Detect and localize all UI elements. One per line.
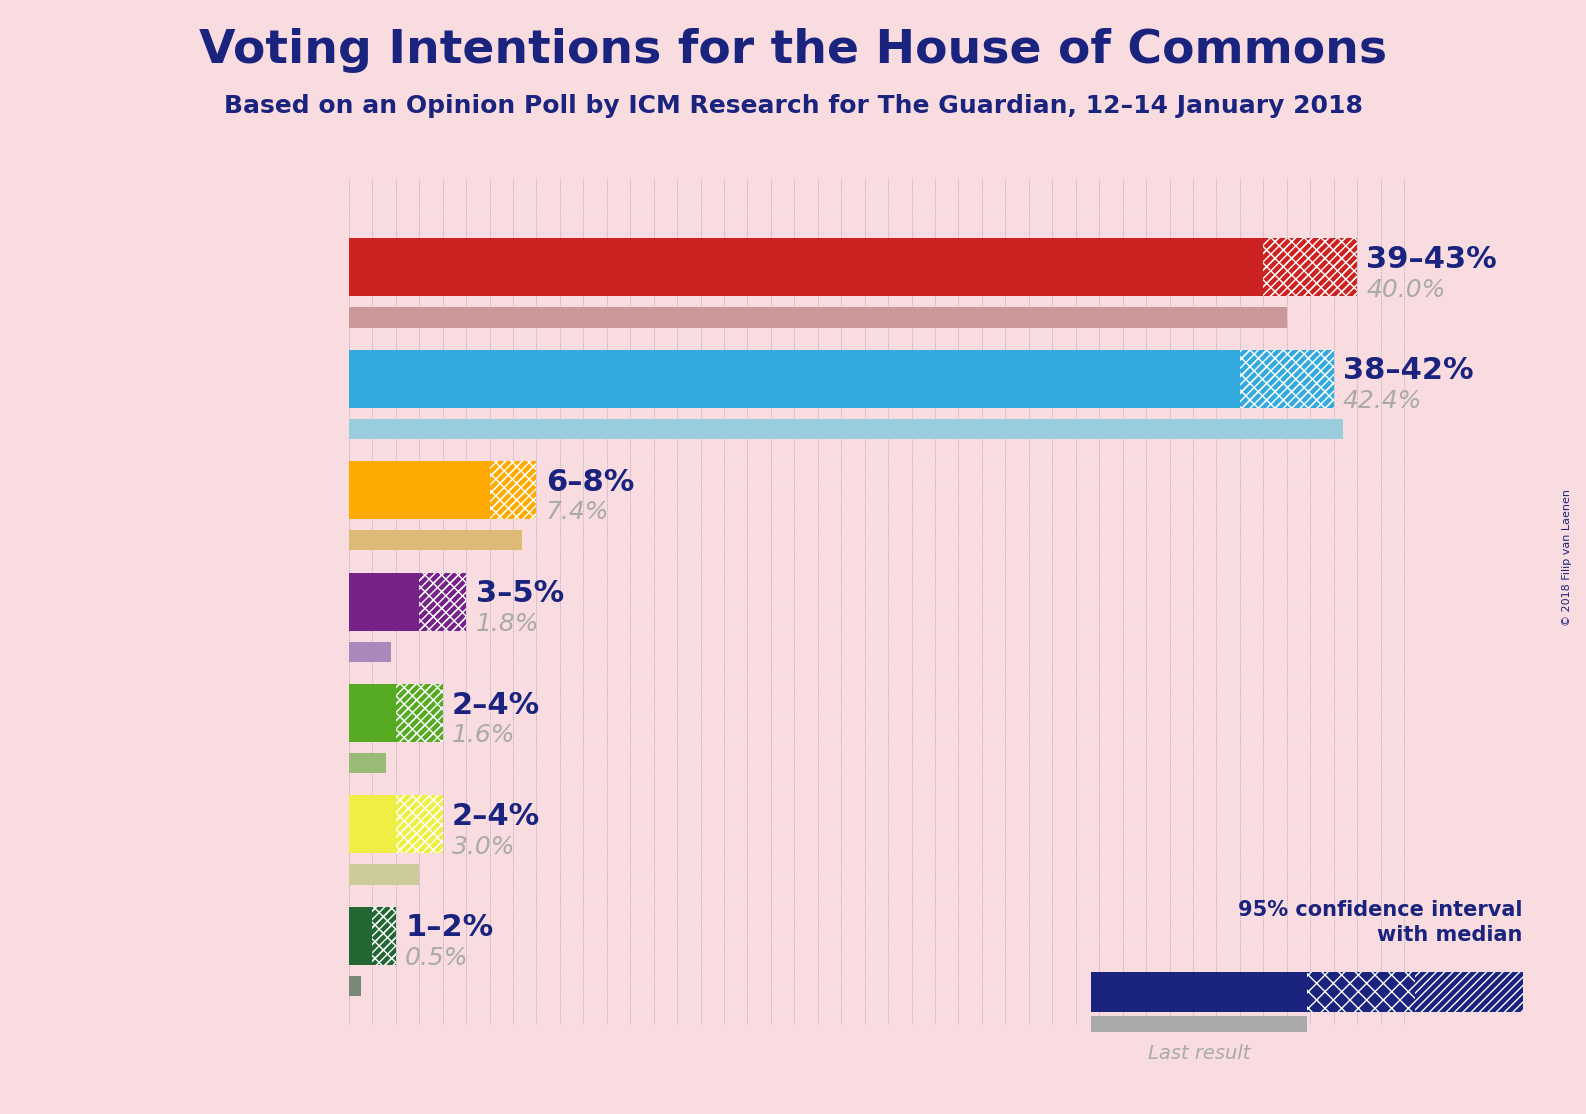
Bar: [490, 461, 536, 519]
Bar: [349, 419, 1343, 439]
Text: 6–8%: 6–8%: [546, 468, 634, 497]
Bar: [373, 907, 396, 965]
Text: 40.0%: 40.0%: [1367, 277, 1446, 302]
Text: 38–42%: 38–42%: [1343, 356, 1473, 385]
Text: 3–5%: 3–5%: [476, 579, 563, 608]
Bar: [1240, 350, 1334, 408]
Bar: [349, 864, 419, 885]
Bar: [490, 461, 536, 519]
Bar: [419, 573, 466, 631]
Text: © 2018 Filip van Laenen: © 2018 Filip van Laenen: [1562, 489, 1572, 625]
Bar: [1264, 238, 1358, 296]
Bar: [396, 684, 442, 742]
Bar: [349, 642, 392, 662]
Bar: [1240, 350, 1334, 408]
Bar: [1091, 973, 1307, 1013]
Text: Last result: Last result: [1148, 1045, 1250, 1064]
Text: 95% confidence interval
with median: 95% confidence interval with median: [1239, 900, 1523, 945]
Bar: [373, 907, 396, 965]
Bar: [396, 684, 442, 742]
Bar: [349, 238, 1264, 296]
Bar: [373, 907, 396, 965]
Text: 1–2%: 1–2%: [404, 913, 493, 942]
Bar: [419, 573, 466, 631]
Bar: [349, 795, 396, 853]
Bar: [349, 907, 373, 965]
Bar: [1307, 973, 1415, 1013]
Bar: [396, 795, 442, 853]
Text: 0.5%: 0.5%: [404, 946, 469, 970]
Bar: [1264, 238, 1358, 296]
Bar: [349, 530, 522, 550]
Bar: [349, 753, 387, 773]
Bar: [419, 573, 466, 631]
Bar: [1091, 1016, 1307, 1033]
Bar: [1415, 973, 1523, 1013]
Text: 2–4%: 2–4%: [452, 802, 541, 831]
Bar: [349, 461, 490, 519]
Text: 39–43%: 39–43%: [1367, 245, 1497, 274]
Bar: [349, 573, 419, 631]
Bar: [396, 795, 442, 853]
Bar: [349, 684, 396, 742]
Text: 1.6%: 1.6%: [452, 723, 515, 747]
Bar: [349, 350, 1240, 408]
Text: 1.8%: 1.8%: [476, 612, 539, 636]
Bar: [490, 461, 536, 519]
Text: 2–4%: 2–4%: [452, 691, 541, 720]
Text: 3.0%: 3.0%: [452, 834, 515, 859]
Bar: [1240, 350, 1334, 408]
Text: 42.4%: 42.4%: [1343, 389, 1423, 413]
Bar: [349, 307, 1286, 328]
Bar: [396, 684, 442, 742]
Text: Based on an Opinion Poll by ICM Research for The Guardian, 12–14 January 2018: Based on an Opinion Poll by ICM Research…: [224, 94, 1362, 118]
Bar: [396, 795, 442, 853]
Text: Voting Intentions for the House of Commons: Voting Intentions for the House of Commo…: [198, 28, 1388, 72]
Text: 7.4%: 7.4%: [546, 500, 609, 525]
Bar: [1264, 238, 1358, 296]
Bar: [349, 976, 360, 996]
